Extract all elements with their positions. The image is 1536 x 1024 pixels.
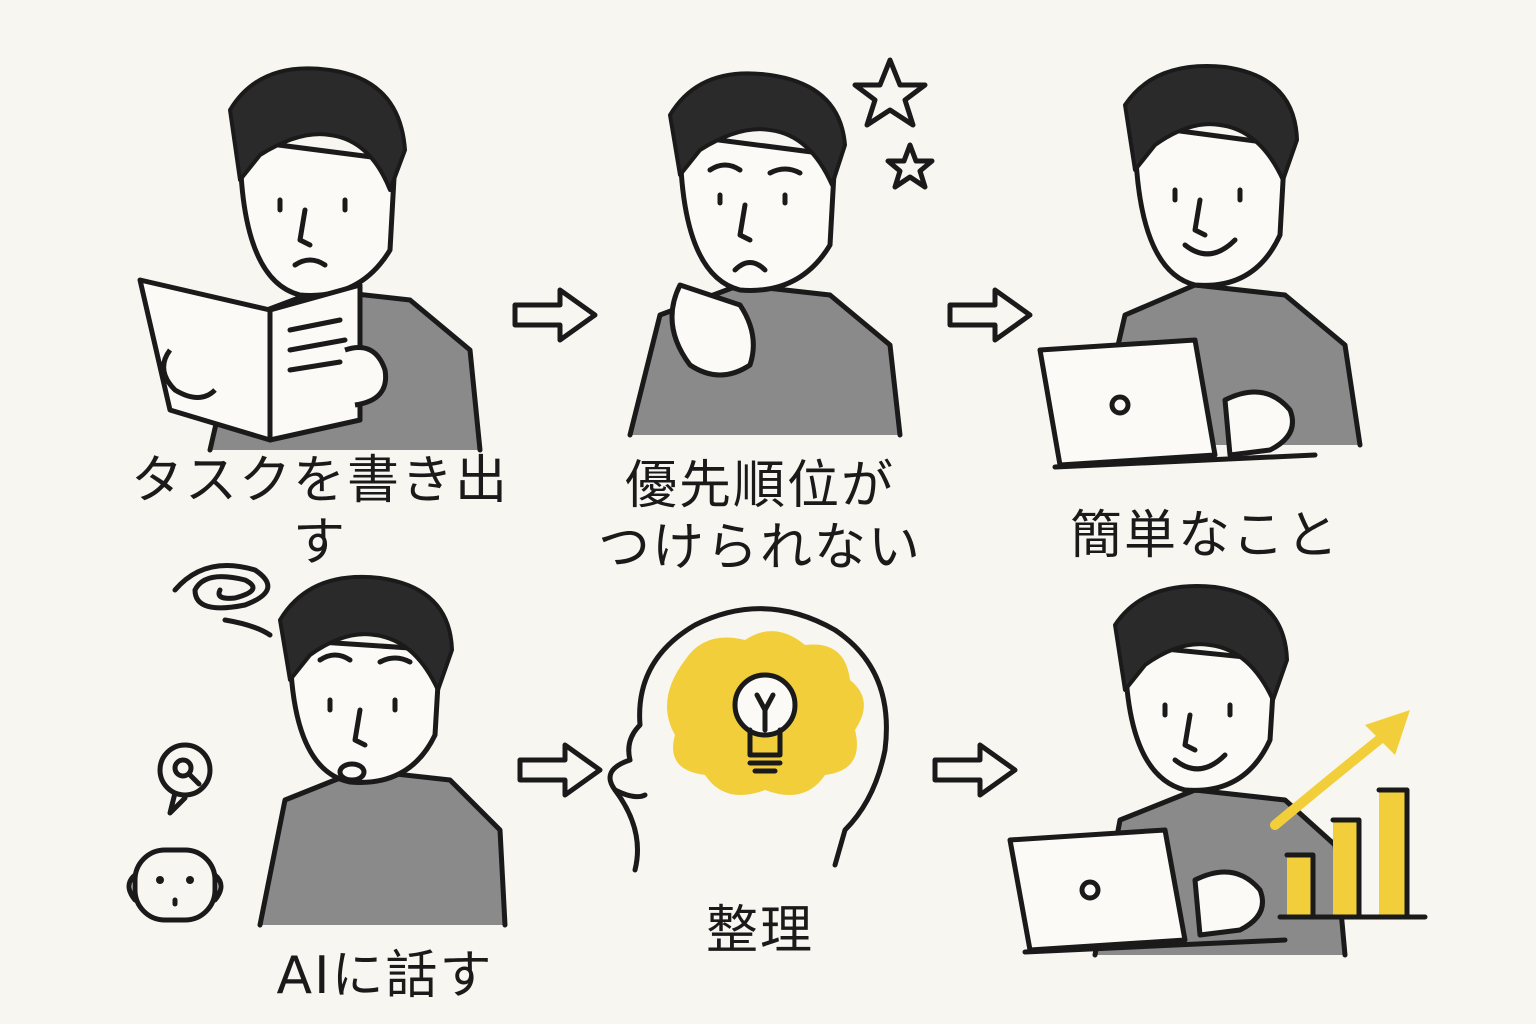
- panel-cannot-prioritize: 優先順位が つけられない: [598, 55, 940, 578]
- man-reading-illustration: [137, 66, 483, 453]
- head-silhouette-icon: [607, 606, 889, 873]
- panel-results: [1005, 575, 1435, 1015]
- panel-easy-things: 簡単なこと: [1035, 55, 1375, 566]
- man-confused-illustration: [257, 574, 508, 928]
- panel-talk-to-ai: AIに話す: [120, 550, 520, 1020]
- lightbulb-icon: [732, 672, 798, 774]
- dizzy-swirl-icon: [172, 563, 273, 638]
- man-thinking-illustration: [627, 71, 903, 438]
- laptop-icon: [1007, 827, 1288, 955]
- man-success-illustration: [1007, 584, 1428, 958]
- stars-icon: [852, 57, 935, 190]
- panel-write-tasks: タスクを書き出す: [130, 50, 510, 573]
- growth-chart-icon: [1270, 710, 1428, 920]
- robot-icon: [126, 847, 224, 923]
- arrow-right-icon: [517, 742, 603, 798]
- caption-cannot-prioritize: 優先順位が つけられない: [597, 456, 922, 578]
- arrow-right-icon: [932, 742, 1018, 798]
- caption-write-tasks: タスクを書き出す: [130, 451, 509, 573]
- search-bubble-icon: [157, 742, 213, 816]
- man-laptop-illustration: [1037, 64, 1363, 470]
- arrow-right-icon: [947, 287, 1033, 343]
- caption-organize: 整理: [705, 901, 814, 961]
- laptop-icon: [1037, 337, 1318, 470]
- panel-organize: 整理: [605, 600, 915, 1000]
- caption-easy-things: 簡単なこと: [1069, 506, 1340, 566]
- arrow-right-icon: [512, 287, 598, 343]
- caption-talk-to-ai: AIに話す: [276, 946, 494, 1006]
